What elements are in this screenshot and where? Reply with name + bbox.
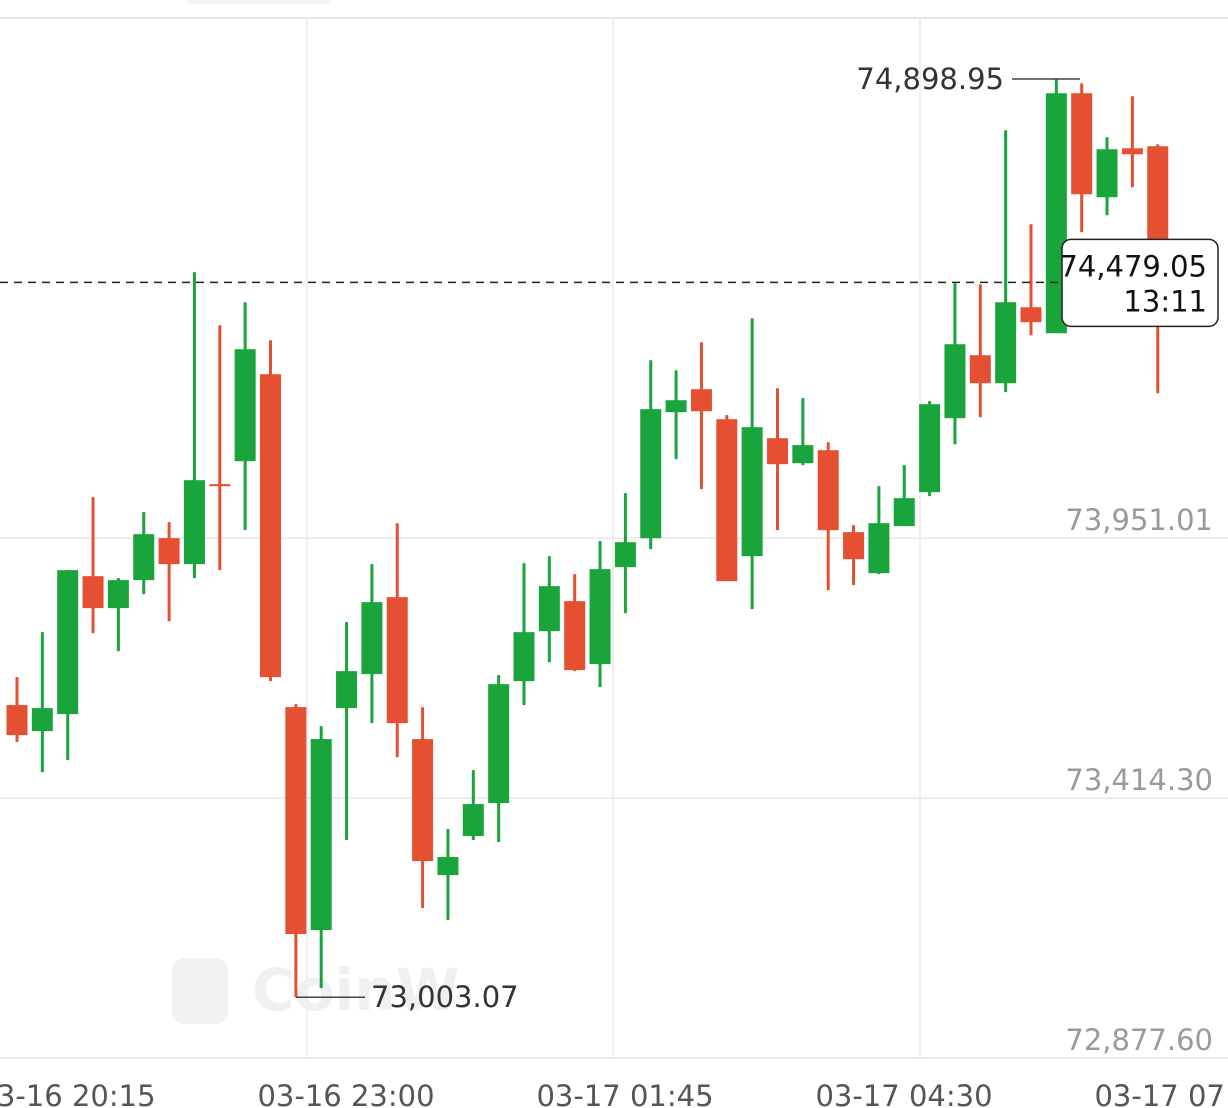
candle-body — [57, 570, 79, 715]
x-tick-label: 03-17 04:30 — [815, 1079, 992, 1108]
candle-body — [1020, 307, 1042, 323]
x-tick-label: 03-17 01:45 — [536, 1079, 713, 1108]
candle-body — [767, 438, 788, 465]
last-price-label: 74,479.05 — [1059, 249, 1207, 283]
candle-body — [919, 404, 941, 493]
x-tick-label: 03-17 07:15 — [1094, 1079, 1228, 1108]
candle-body — [1121, 148, 1143, 155]
candle-body — [969, 355, 991, 384]
candle-body — [513, 632, 535, 682]
top-tab — [185, 0, 331, 4]
candle-body — [817, 450, 839, 531]
candle-body — [564, 601, 586, 671]
max-label: 74,898.95 — [856, 62, 1004, 96]
candle-body — [107, 580, 129, 609]
candle-body — [31, 708, 53, 732]
candle-body — [488, 684, 510, 804]
candle-body — [589, 569, 611, 665]
candle-body — [995, 302, 1017, 384]
candle-body — [361, 602, 383, 675]
y-tick-label: 72,877.60 — [1065, 1023, 1213, 1057]
candle-body — [6, 705, 28, 736]
candle-body — [538, 586, 560, 632]
candle-body — [183, 480, 205, 565]
y-tick-label: 73,414.30 — [1065, 763, 1213, 797]
candle-body — [310, 739, 332, 931]
candle-body — [741, 427, 763, 557]
y-tick-label: 73,951.01 — [1065, 503, 1213, 537]
candle-body — [1096, 149, 1118, 198]
candle-body — [868, 523, 890, 574]
candle-body — [133, 534, 155, 581]
candle-body — [1071, 93, 1093, 195]
min-label: 73,003.07 — [371, 980, 519, 1014]
candle-body — [614, 542, 636, 568]
candle-body — [234, 349, 256, 462]
watermark-logo — [172, 958, 228, 1024]
candle-body — [716, 419, 738, 582]
candle-body — [792, 445, 814, 464]
countdown: 13:11 — [1123, 284, 1207, 318]
candle-body — [944, 344, 966, 419]
candle-body — [336, 671, 358, 709]
candle-body — [82, 576, 104, 609]
x-tick-label: 03-16 23:00 — [257, 1079, 434, 1108]
candle-body — [285, 707, 307, 935]
last-price-box — [1061, 238, 1219, 328]
candle-body — [386, 597, 408, 724]
candle-body — [260, 374, 281, 678]
candle-body — [690, 389, 712, 412]
candle-body — [665, 400, 687, 413]
candle-body — [412, 739, 434, 862]
candle-body — [158, 538, 180, 565]
candle-body — [893, 498, 915, 527]
candle-body — [640, 409, 662, 539]
watermark: CoinW — [252, 956, 460, 1024]
candle-body — [462, 804, 484, 837]
candle-body — [209, 484, 231, 487]
candle-body — [437, 857, 459, 876]
candle-body — [843, 532, 865, 560]
x-tick-label: 03-16 20:15 — [0, 1079, 156, 1108]
